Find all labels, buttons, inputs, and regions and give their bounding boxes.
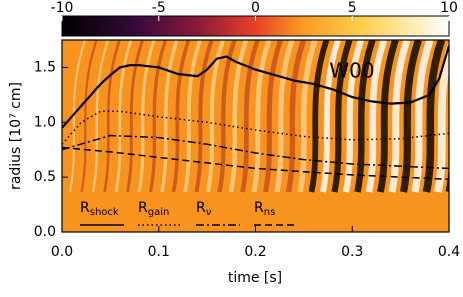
stripe: [377, 40, 399, 193]
stripe: [365, 40, 388, 193]
x-tick-label: 0.2: [244, 244, 266, 260]
stripe: [171, 40, 191, 193]
series-line: [62, 110, 449, 145]
stripe: [251, 40, 272, 193]
series-line: [62, 134, 449, 170]
stripe: [308, 40, 330, 193]
stripe: [422, 40, 446, 193]
x-tick-label: 0.0: [51, 244, 73, 260]
x-tick-label: 0.1: [148, 244, 170, 260]
stripe: [114, 40, 133, 193]
stripe: [263, 40, 283, 193]
stripe: [69, 40, 86, 193]
x-tick-label: 0.3: [341, 244, 363, 260]
stripe: [411, 40, 434, 193]
annotation: W00: [329, 59, 374, 83]
stripe: [217, 40, 237, 193]
stripe: [148, 40, 168, 193]
colorbar-tick-label: 0: [251, 0, 260, 16]
stripe: [445, 161, 449, 192]
stripe: [331, 40, 353, 193]
stripe: [137, 40, 156, 193]
x-axis-label: time [s]: [228, 270, 282, 286]
stripe: [274, 40, 295, 193]
stripe: [91, 40, 110, 193]
colorbar-tick-label: 10: [440, 0, 458, 16]
y-tick-label: 1.0: [34, 114, 56, 130]
stripe: [320, 40, 341, 193]
stripe: [194, 40, 214, 193]
heatmap-stripes: [69, 40, 449, 193]
stripe: [126, 40, 144, 193]
legend-label: Rns: [254, 200, 275, 218]
stripe: [297, 40, 318, 193]
colorbar-tick-label: -5: [152, 0, 166, 16]
x-tick-label: 0.4: [438, 244, 460, 260]
stripe: [240, 40, 260, 193]
series-line: [62, 146, 449, 181]
y-tick-label: 1.5: [34, 59, 56, 75]
colorbar-tick-label: -10: [51, 0, 74, 16]
stripe: [160, 40, 179, 193]
stripe: [388, 40, 411, 193]
y-tick-label: 0.0: [34, 224, 56, 240]
legend-label: Rshock: [80, 200, 119, 218]
stripe: [285, 40, 307, 193]
series-line: [62, 45, 449, 129]
stripe: [399, 40, 422, 193]
colorbar-tick-label: 5: [348, 0, 357, 16]
y-tick-label: 0.5: [34, 169, 56, 185]
legend-label: Rν: [196, 200, 212, 218]
stripe: [434, 40, 449, 193]
y-axis-label: radius [10⁷ cm]: [8, 82, 24, 190]
legend-label: Rgain: [138, 200, 169, 218]
stripe: [80, 40, 98, 193]
stripe: [103, 40, 121, 193]
stripe: [205, 40, 225, 193]
stripe: [228, 40, 249, 193]
